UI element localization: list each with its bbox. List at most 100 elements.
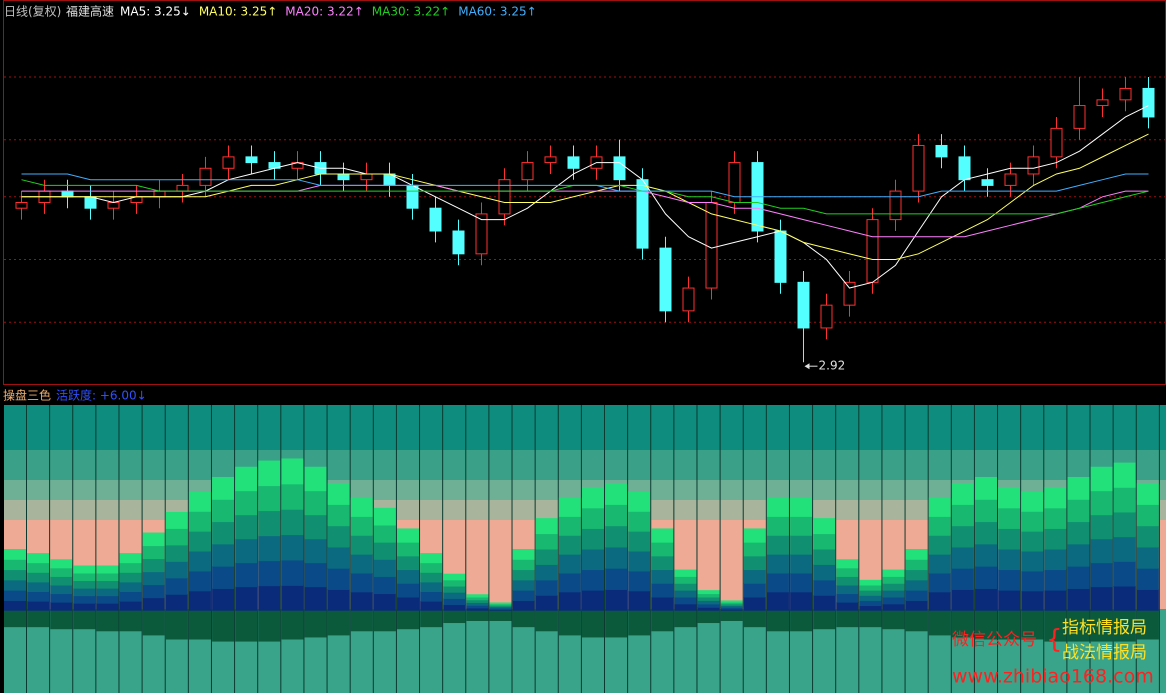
depth-bar [350,610,373,632]
band-segment [836,567,859,577]
indicator-bar [1044,487,1067,612]
candle-body [682,287,695,312]
band-segment [882,576,905,584]
band-segment [605,483,628,505]
band-segment [951,568,974,590]
band-segment [1067,543,1090,567]
band-segment [1113,487,1136,513]
depth-bar [212,610,235,642]
indicator-bar [165,511,188,612]
depth-bar [905,610,928,632]
band-segment [951,589,974,612]
band-segment [1044,528,1067,550]
indicator-bar [790,497,813,612]
candle-body [176,184,189,192]
indicator-bar [859,579,882,612]
band-segment [50,567,73,577]
indicator-bar [651,528,674,612]
band-segment [743,528,766,543]
band-segment [27,591,50,602]
band-segment [582,590,604,612]
band-segment [142,597,165,612]
band-segment [466,602,489,606]
band-segment [720,609,743,612]
indicator-label: 活跃度: +6.00↓ [56,388,147,403]
band-segment [165,561,188,579]
band-segment [1021,531,1044,552]
depth-bar [1021,610,1044,640]
band-segment [697,590,720,595]
band-segment [489,603,512,606]
band-segment [350,554,373,574]
band-segment [142,584,165,599]
band-segment [743,597,766,612]
band-segment [466,607,489,612]
band-segment [27,562,50,573]
band-segment [50,602,73,612]
band-segment [998,487,1021,509]
band-segment [188,511,211,532]
band-segment [674,569,697,577]
band-segment [512,569,535,581]
band-segment [928,591,951,612]
band-segment [350,535,373,555]
band-segment [96,565,119,574]
depth-bar [743,610,766,628]
band-segment [420,601,443,612]
band-segment [119,572,142,583]
depth-bar [882,610,905,630]
indicator-bar [882,569,905,612]
depth-bar [73,610,96,630]
band-segment [743,569,766,584]
candle-body [659,247,672,312]
band-segment [1044,487,1067,509]
candle-body [774,230,787,283]
band [4,450,1166,480]
band-segment [1090,514,1113,540]
depth-bar [1067,610,1090,642]
candle-body [820,304,833,329]
depth-bar [258,610,281,642]
indicator-bar [327,483,350,612]
indicator-bar [605,483,628,612]
band-segment [558,497,581,517]
band-segment [1067,588,1090,612]
stock-name: 福建高速 [66,4,114,19]
indicator-bar [4,549,26,612]
candle-body [981,179,994,186]
band-segment [27,553,50,564]
band-segment [420,562,443,573]
band-segment [651,542,674,557]
band-segment [327,546,350,569]
indicator-bar [558,497,581,612]
depth-bar [188,610,211,640]
band-segment [96,580,119,589]
band-segment [697,597,720,601]
band-segment [535,549,558,565]
indicator-bar [443,573,466,612]
band-segment [790,591,813,612]
band-segment [466,597,489,601]
band-segment [4,559,26,571]
depth-bar [1090,610,1113,642]
depth-bar [975,610,998,640]
band-segment [165,544,188,562]
band-segment [582,549,604,571]
band-segment [535,595,558,612]
band-segment [188,551,211,572]
ma-line [21,133,1149,261]
band-segment [350,591,373,612]
band-segment [281,534,304,561]
band-segment [882,583,905,591]
band-segment [304,538,327,564]
band-segment [535,579,558,596]
band-segment [766,516,789,536]
band-segment [165,528,188,546]
band-segment [905,549,928,560]
watermark-url: www.zhibiao168.com [952,666,1154,688]
band-segment [119,553,142,564]
band-segment [212,588,235,612]
band-segment [281,509,304,536]
depth-bar [142,610,165,636]
